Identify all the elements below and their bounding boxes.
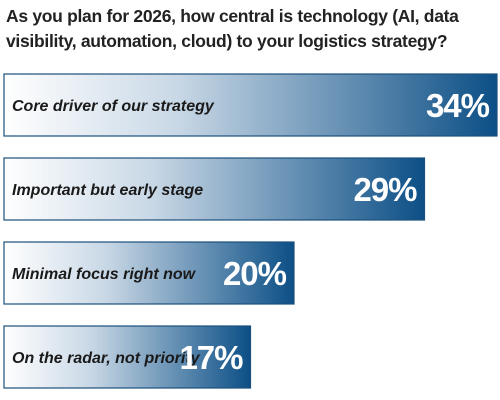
chart-title: As you plan for 2026, how central is tec…	[6, 6, 459, 51]
bar-4	[3, 325, 252, 389]
bar-label-4: On the radar, not priority	[12, 350, 201, 367]
bar-label-1: Core driver of our strategy	[12, 98, 215, 115]
bar-value-3: 20%	[223, 255, 287, 292]
bar-2	[3, 157, 426, 221]
bar-label-2: Important but early stage	[12, 182, 203, 199]
bar-label-3: Minimal focus right now	[12, 266, 197, 283]
bar-value-4: 17%	[179, 339, 243, 376]
bar-value-2: 29%	[353, 171, 417, 208]
bars-group: Core driver of our strategy 34% Important …	[3, 73, 498, 389]
bar-3	[3, 241, 295, 305]
bar-value-1: 34%	[426, 87, 490, 124]
bar-1	[3, 73, 498, 137]
